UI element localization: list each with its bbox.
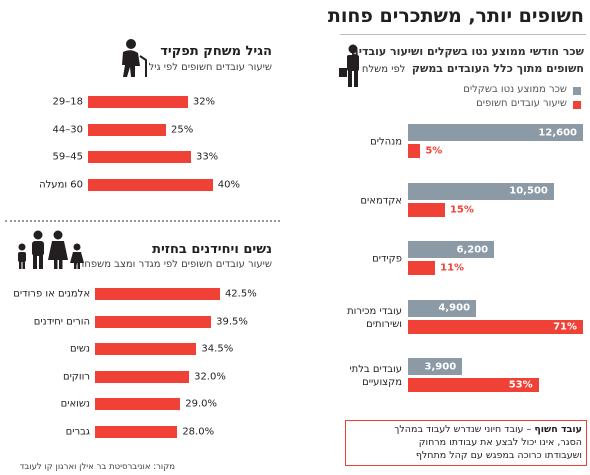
source: מקור: אוניברסיטת בר אילן וארגון קו לעובד [19, 462, 175, 472]
main-title: חשופים יותר, משתכרים פחות [327, 5, 584, 27]
value-label: 5% [425, 145, 443, 157]
value-label: 32.0% [194, 371, 226, 383]
chart-subtitle: שיעור עובדים חשופים לפי מגדר ומצב משפחתי [75, 259, 272, 270]
value-label: 32% [192, 96, 216, 108]
chart-title: נשים ויחידנים בחזית [152, 242, 272, 257]
legend-label: שיעור עובדים חשופים [476, 98, 567, 109]
value-label: 10,500 [509, 185, 548, 197]
legend-swatch [573, 101, 581, 109]
value-label: 33% [195, 151, 219, 163]
separator [5, 220, 280, 222]
bar [88, 178, 213, 191]
bar [95, 288, 220, 300]
note-line: הסגר, אינו יכול לבצע את עבודתו מרחוק [418, 437, 582, 448]
value-label: 15% [449, 204, 474, 215]
chart-title-line: חשופים מתוך כלל העובדים במשק לפי משלח יד [351, 62, 584, 75]
elderly-icon [122, 39, 147, 77]
value-label: 39.5% [216, 316, 248, 328]
note-term: עובד חשוף [534, 424, 582, 435]
value-label: 40% [217, 179, 241, 191]
category-label: נשואים [60, 398, 90, 410]
value-label: 42.5% [224, 288, 257, 300]
value-label: 6,200 [456, 244, 489, 255]
title-rule [340, 34, 586, 35]
category-label: פקידים [372, 253, 402, 265]
bar [408, 144, 421, 158]
value-label: 28.0% [182, 426, 215, 438]
category-label: רווקים [62, 371, 90, 383]
bar [408, 261, 436, 275]
value-label: 25% [171, 124, 194, 136]
value-label: 12,600 [538, 127, 578, 138]
legend-label: שכר ממוצע נטו בשקלים [463, 84, 567, 95]
category-label: עובדי מכירות ושירותים [347, 305, 402, 330]
bar [408, 358, 463, 375]
chart-subtitle: לפי משלח יד [351, 64, 406, 75]
bar [88, 123, 166, 136]
category-label: 60 ומעלה [39, 179, 83, 191]
value-label: 3,900 [424, 361, 457, 372]
category-label: עובדים בלתי מקצועיים [349, 364, 402, 388]
bar [408, 319, 583, 334]
category-label: 18–29 [52, 96, 83, 108]
chart-title: חשופים מתוך כלל העובדים במשק [411, 62, 584, 75]
bar [88, 96, 188, 108]
note-line: ושעבודתו כרוכה במפגש עם קהל מתחלף [415, 450, 582, 461]
chart-title: הגיל משחק תפקיד [160, 44, 272, 59]
category-label: הורים יחידנים [33, 316, 90, 328]
bar [95, 398, 181, 411]
chart-title: שכר חודשי ממוצע נטו בשקלים ושיעור עובדים [351, 45, 584, 58]
category-label: מנהלים [370, 136, 402, 148]
category-label: אלמנים או פרודים [13, 288, 90, 300]
note-text: – עובד חיוני שנדרש לעבוד במהלך [394, 424, 532, 435]
bar [95, 343, 197, 356]
category-label: גברים [65, 426, 90, 438]
bar [95, 370, 190, 383]
category-label: 30–44 [52, 124, 83, 136]
value-label: 4,900 [438, 302, 471, 314]
note-box: עובד חשוף – עובד חיוני שנדרש לעבוד במהלך… [345, 420, 587, 466]
legend-swatch [573, 87, 581, 95]
category-label: 45–59 [52, 151, 83, 163]
chart-subtitle: שיעור עובדים חשופים לפי גיל [148, 62, 272, 73]
value-label: 11% [440, 262, 465, 274]
bar [408, 241, 495, 258]
value-label: 53% [508, 379, 533, 391]
bar [88, 151, 191, 164]
bar [408, 299, 477, 317]
worker-icon [339, 44, 359, 87]
bar [408, 182, 554, 200]
note-line: עובד חשוף – עובד חיוני שנדרש לעבוד במהלך [350, 423, 582, 436]
bar [95, 315, 212, 328]
bar [408, 202, 445, 217]
value-label: 29.0% [185, 398, 218, 410]
value-label: 34.5% [201, 343, 234, 355]
bar [408, 378, 539, 392]
bar [408, 124, 583, 141]
value-label: 71% [553, 321, 578, 332]
bar [95, 426, 178, 438]
category-label: אקדמאים [360, 195, 402, 206]
category-label: נשים [70, 343, 90, 355]
family-icon [18, 230, 84, 269]
